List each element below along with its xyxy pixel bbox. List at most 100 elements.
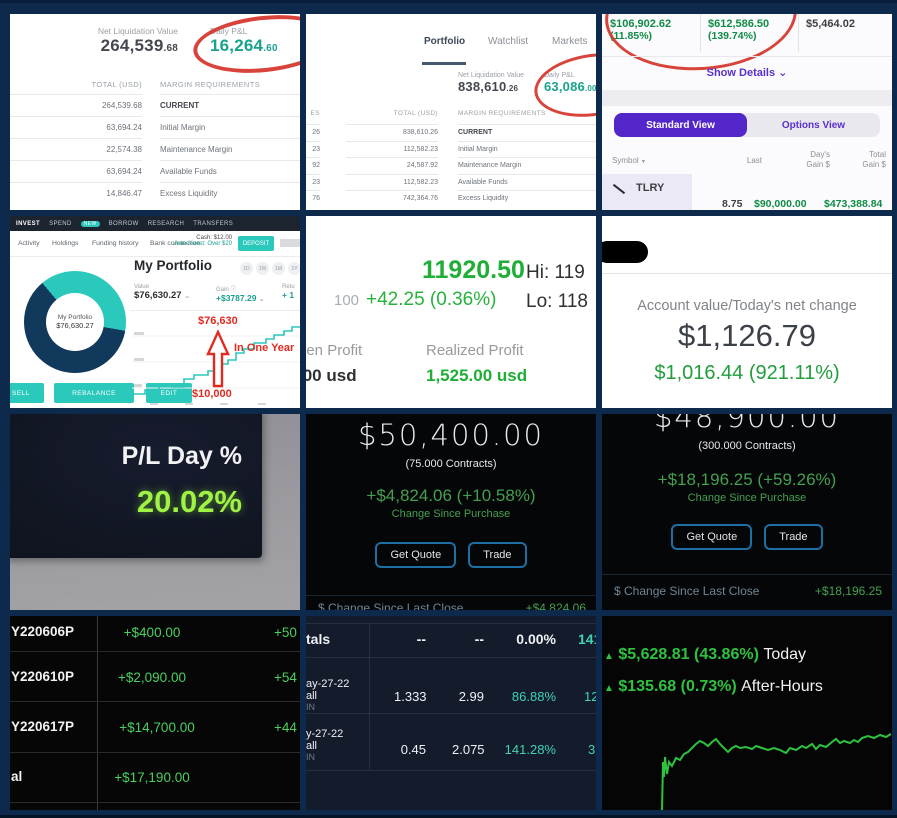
option-row-meta[interactable]: y-27-22 all IN [306, 728, 344, 762]
table-cell: Available Funds [160, 160, 300, 182]
option-row-cell: 1.333 [394, 689, 427, 704]
show-details-button[interactable]: Show Details ⌄ [602, 66, 892, 79]
row-divider [306, 623, 596, 624]
column-header: TOTAL (USD) [91, 80, 142, 89]
trade-button[interactable]: Trade [764, 524, 823, 550]
totals-cell: 0.00% [516, 631, 556, 647]
intraday-chart [661, 733, 891, 810]
gain-label: Gain ⓘ [216, 287, 237, 293]
nav-item-invest[interactable]: INVEST [16, 220, 41, 227]
table-cell: 76 [306, 190, 320, 207]
table-cell: Initial Margin [458, 140, 596, 158]
info-icon: ⓘ [230, 287, 237, 293]
table-cell: 14,846.47 [10, 182, 142, 204]
top-nav: INVEST SPEND NEW BORROW RESEARCH TRANSFE… [10, 216, 300, 231]
contracts-count: (300.000 Contracts) [698, 440, 796, 452]
position-value: $50,400.00 [357, 418, 545, 452]
return-amount: + 1 [282, 290, 295, 300]
show-details-label: Show Details [706, 67, 776, 79]
subnav-holdings[interactable]: Holdings [52, 240, 79, 247]
subnav-activity[interactable]: Activity [18, 240, 40, 247]
after-hours-row: ▲ $135.68 (0.73%) After-Hours [604, 678, 823, 696]
option-row-meta[interactable]: ay-27-22 all IN [306, 678, 350, 712]
table-cell: Initial Margin [160, 116, 300, 138]
panel-pl-day-photo: P/L Day % 20.02% [10, 414, 300, 610]
panel-position-48900: $48,900.00 (300.000 Contracts) +$18,196.… [602, 414, 892, 610]
value-amount: $76,630.27 ⌄ [134, 290, 191, 301]
value-stat[interactable]: Value $76,630.27 ⌄ [134, 284, 190, 301]
tab-watchlist[interactable]: Watchlist [488, 36, 529, 47]
gain-stat[interactable]: Gain ⓘ +$3787.29 ⌄ [216, 284, 265, 303]
daily-pl-value: 63,086.00 [544, 79, 596, 94]
option-row-cell-clipped: 12 [584, 689, 596, 704]
total-gain-column-header: Total Gain $ [862, 150, 886, 169]
subnav-bank-connection[interactable]: Bank connection [150, 240, 201, 247]
panel-ibkr-web: Net Liquidation Value 264,539.68 Daily P… [10, 14, 300, 210]
row-divider [10, 651, 300, 652]
clipped-column: ES 26 23 92 23 76 [306, 110, 320, 207]
holding-row-days-gain: $90,000.00 [754, 198, 807, 210]
symbol-column-header[interactable]: Symbol ▼ [612, 156, 646, 165]
holding-row-symbol[interactable]: TLRY [636, 182, 665, 194]
table-cell: 23 [306, 140, 320, 158]
table-row-symbol[interactable]: Y220617P [11, 719, 75, 734]
pl-day-value: 20.02% [136, 484, 242, 519]
table-row-pl: +$14,700.00 [119, 720, 195, 735]
table-cell: 742,364.76 [346, 190, 438, 207]
margin-column: MARGIN REQUIREMENTS CURRENT Initial Marg… [160, 80, 300, 204]
get-quote-button[interactable]: Get Quote [671, 524, 753, 550]
tab-portfolio[interactable]: Portfolio [424, 36, 466, 47]
table-cell: 63,694.24 [10, 116, 142, 138]
tab-markets[interactable]: Markets [552, 36, 588, 47]
nav-item-borrow[interactable]: BORROW [108, 220, 139, 227]
table-cell: 264,539.68 [10, 94, 142, 116]
table-cell: 24,587.92 [346, 157, 438, 174]
totals-cell-clipped: 141 [578, 631, 596, 647]
get-quote-button[interactable]: Get Quote [375, 542, 457, 568]
nav-item-transfers[interactable]: TRANSFERS [193, 220, 234, 227]
table-cell: CURRENT [160, 94, 300, 116]
sell-button[interactable]: SELL [10, 383, 44, 403]
column-divider [369, 623, 370, 770]
quantity: 100 [334, 292, 360, 309]
x-axis-label-smudge [185, 403, 193, 405]
range-pill-1d[interactable]: 1D [240, 262, 253, 275]
table-cell: 112,582.23 [346, 140, 438, 158]
symbol-cell-background [602, 174, 692, 210]
column-header: MARGIN REQUIREMENTS [160, 80, 261, 89]
net-liquidation-label: Net Liquidation Value [458, 72, 525, 79]
options-view-tab[interactable]: Options View [781, 119, 846, 131]
table-row-symbol[interactable]: al [11, 769, 23, 784]
table-row-symbol[interactable]: Y220606P [11, 624, 75, 639]
table-cell: Maintenance Margin [160, 138, 300, 160]
x-axis-label-smudge [150, 403, 158, 405]
gain-stat-1: $106,902.62 (11.85%) [610, 18, 672, 42]
annotation-arrow-icon [206, 329, 230, 388]
nav-item-research[interactable]: RESEARCH [147, 220, 185, 227]
subnav-funding-history[interactable]: Funding history [92, 240, 139, 247]
divider [306, 595, 596, 596]
deposit-button[interactable]: DEPOSIT [238, 236, 274, 251]
option-row-cell: 86.88% [511, 689, 556, 704]
value-label: Value [134, 284, 149, 290]
range-pill-1w[interactable]: 1W [256, 262, 269, 275]
option-row-cell: 0.45 [400, 742, 426, 757]
holding-row-last: 8.75 [722, 198, 743, 210]
nav-item-spend[interactable]: SPEND [49, 220, 72, 227]
row-divider [10, 802, 300, 803]
row-divider [306, 770, 596, 771]
range-pill-1y[interactable]: 1Y [288, 262, 300, 275]
action-buttons: Get Quote Trade [602, 524, 892, 550]
x-axis-label-smudge [220, 403, 228, 405]
divider [602, 56, 892, 57]
y-axis-label-smudge [134, 384, 142, 387]
range-pill-1m[interactable]: 1M [272, 262, 285, 275]
table-row-symbol[interactable]: Y220610P [11, 669, 75, 684]
trade-button[interactable]: Trade [468, 542, 527, 568]
standard-view-tab[interactable]: Standard View [614, 113, 747, 137]
change-since-close-value: +$18,196.25 [814, 584, 882, 598]
chevron-down-icon: ⌄ [184, 293, 191, 300]
x-axis-label-smudge [258, 403, 266, 405]
table-row-pl: +$17,190.00 [114, 770, 190, 785]
rebalance-button[interactable]: REBALANCE [54, 383, 134, 403]
